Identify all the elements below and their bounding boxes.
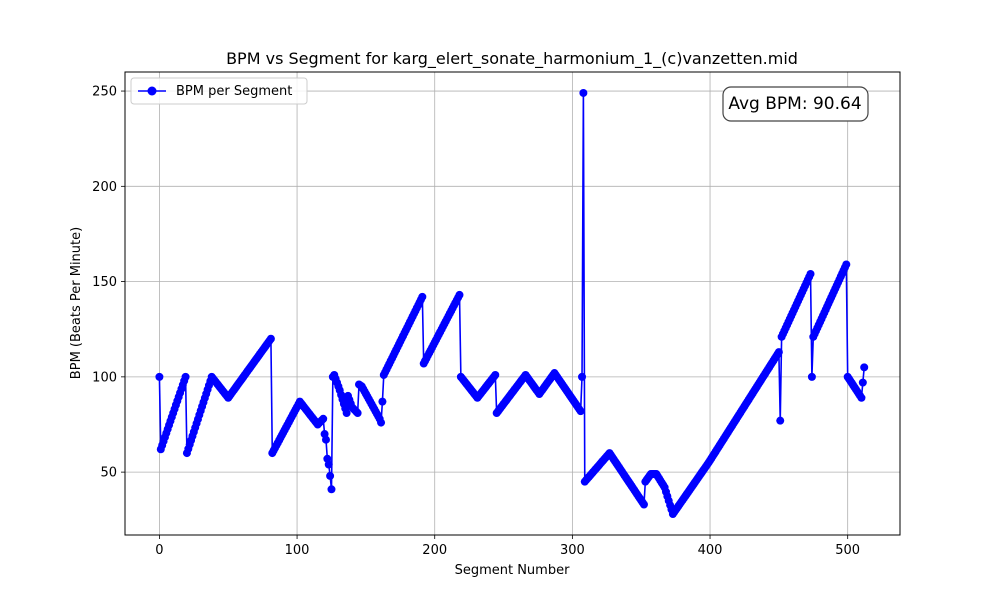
data-point [860,363,869,372]
data-point [353,409,362,418]
legend-box [130,77,308,105]
data-point [418,292,427,301]
series-line-group [155,88,869,519]
data-point [342,409,351,418]
data-point [491,370,500,379]
x-tick-label: 0 [155,543,163,558]
data-point [576,407,585,416]
legend: BPM per Segment [130,77,308,105]
data-point [806,269,815,278]
data-point [327,485,336,494]
legend-marker [147,86,157,96]
data-point [321,435,330,444]
x-tick-label: 200 [422,543,447,558]
y-tick-label: 250 [92,85,117,100]
avg-bpm-annotation: Avg BPM: 90.64 [722,86,869,122]
y-tick-label: 150 [92,275,117,290]
data-point [639,500,648,509]
data-point [319,414,328,423]
data-point [266,334,275,343]
data-point [776,416,785,425]
x-tick-label: 400 [698,543,723,558]
plot-frame [124,71,901,536]
data-point [858,378,867,387]
data-point [842,260,851,269]
x-tick-label: 100 [285,543,310,558]
x-tick-label: 500 [835,543,860,558]
annotation-box [722,86,869,122]
annotation-text: Avg BPM: 90.64 [728,94,861,114]
data-point [324,460,333,469]
y-tick-label: 200 [92,180,117,195]
x-axis-label: Segment Number [455,563,571,578]
axis-ticks: 0 100 200 300 400 500 50 100 150 200 250 [92,85,860,558]
data-point [378,397,387,406]
legend-label: BPM per Segment [176,84,292,99]
y-tick-label: 100 [92,370,117,385]
y-tick-label: 50 [100,466,117,481]
data-point [857,393,866,402]
data-point [326,471,335,480]
data-point [807,372,816,381]
data-point [155,372,164,381]
data-point [578,372,587,381]
chart-title: BPM vs Segment for karg_elert_sonate_har… [226,49,798,69]
x-tick-label: 300 [560,543,585,558]
data-point [377,418,386,427]
y-axis-label: BPM (Beats Per Minute) [69,227,84,379]
data-point [181,372,190,381]
data-point [579,88,588,97]
data-point [774,348,783,357]
data-point [455,290,464,299]
